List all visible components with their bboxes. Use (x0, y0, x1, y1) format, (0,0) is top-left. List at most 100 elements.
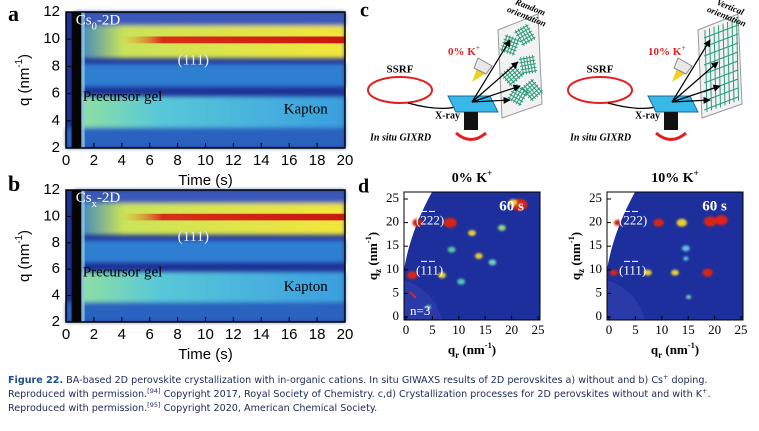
x-tick-label: 0 (62, 152, 70, 169)
x-axis-label: qr (nm-1) (448, 340, 496, 360)
y-axis-label: q (nm-1) (14, 230, 33, 282)
spot (703, 216, 717, 227)
x-tick-label: 10 (197, 152, 214, 169)
y-axis-label-part: q (nm (16, 68, 33, 106)
domain-line (522, 25, 533, 42)
domain-line (499, 48, 516, 55)
y-tick-label: 10 (43, 30, 60, 47)
domain (518, 55, 538, 75)
x-tick-label: 5 (632, 322, 639, 337)
y-axis-label-part: (nm (365, 243, 380, 269)
domain-line (508, 73, 524, 86)
x-axis-label-part: q (651, 342, 659, 357)
caption-text: Copyright 2020, American Chemical Societ… (160, 403, 378, 414)
diffraction-arrow (671, 96, 711, 104)
spot (425, 305, 432, 310)
x-tick-label: 14 (253, 152, 270, 169)
x-tick-label: 5 (429, 322, 436, 337)
y-tick-label: 4 (52, 112, 60, 129)
domain-line (521, 36, 536, 46)
missing-wedge (404, 192, 432, 270)
x-tick-label: 18 (309, 152, 326, 169)
k-label-part: 10% K (648, 46, 682, 58)
domain-line (517, 30, 533, 40)
panel-label: b (8, 171, 20, 196)
x-tick-label: 6 (146, 326, 154, 343)
y-axis-label-part: -1 (14, 235, 25, 244)
domain-line (510, 90, 526, 100)
x-tick-label: 16 (281, 152, 298, 169)
gixrd-label: In situ GIXRD (369, 132, 431, 143)
heat-low (66, 302, 345, 322)
domain-line (703, 24, 739, 39)
domain-line (703, 42, 739, 57)
domain-line (528, 55, 534, 74)
diffraction-arrow (471, 84, 521, 103)
domain-line (515, 88, 526, 105)
domain-line (731, 20, 735, 103)
x-tick-label: 0 (62, 326, 70, 343)
plot-title-part: 10% K (651, 171, 694, 186)
y-axis-label-part: z (576, 269, 586, 273)
caption-sup: + (663, 372, 669, 381)
domain-line (527, 87, 541, 99)
x-axis-label-part: ) (492, 342, 496, 357)
x-tick-label: 14 (253, 326, 270, 343)
time-label: 60 s (702, 198, 727, 214)
spot (686, 294, 692, 299)
missing-wedge (607, 192, 635, 270)
plot-title: 0% K+ (452, 168, 493, 186)
sample-label-part: -2D (97, 13, 120, 29)
heatmap (66, 12, 346, 148)
domain-line (520, 63, 536, 67)
domain-line (727, 21, 730, 105)
x-axis-label-part: (nm (662, 342, 688, 357)
spot (412, 218, 423, 227)
k-label-part: + (681, 44, 685, 52)
spot (613, 219, 622, 226)
beamstop (404, 280, 442, 320)
kapton-label: Kapton (284, 279, 329, 295)
domain-line (519, 33, 534, 43)
y-tick-label: 5 (596, 284, 603, 299)
spot (714, 215, 728, 226)
plot-title-part: + (694, 168, 699, 178)
sample-label-part: -2D (97, 191, 120, 207)
x-tick-label: 16 (281, 326, 298, 343)
caption-ref: [94] (147, 386, 161, 395)
k-label: 0% K+ (448, 44, 480, 58)
x-tick-label: 8 (173, 326, 181, 343)
caption-lead: Figure 22. (8, 375, 64, 386)
y-axis-label-part: q (568, 272, 583, 280)
x-axis-label-part: -1 (485, 340, 492, 350)
y-axis-label-part: (nm (568, 243, 583, 269)
domain-line (520, 66, 537, 71)
sample-label-part: 0 (92, 21, 97, 32)
spot (447, 246, 456, 253)
x-axis-label: qr (nm-1) (651, 340, 699, 360)
rotation (655, 131, 687, 141)
diffraction-arrow (671, 84, 721, 103)
stage-base (464, 112, 478, 130)
sample-label-part: Cs (76, 191, 92, 207)
x-tick-label: 10 (452, 322, 465, 337)
n-arrow (409, 291, 417, 299)
x-axis-label-part: (nm (459, 342, 485, 357)
x-axis-label: Time (s) (178, 346, 232, 363)
x-axis-label-part: ) (695, 342, 699, 357)
y-axis-label-part: -1 (14, 59, 25, 68)
spot (683, 256, 689, 261)
k-label: 10% K+ (648, 44, 685, 58)
spot (609, 269, 618, 276)
diffraction-arrow (471, 61, 519, 103)
ssrf-label: SSRF (587, 64, 614, 76)
y-axis-label: qz (nm-1) (566, 232, 586, 280)
heat-kapton (79, 96, 345, 128)
y-axis-label: qz (nm-1) (363, 232, 383, 280)
caption-text: Copyright 2017, Royal Society of Chemist… (160, 389, 702, 400)
y-axis-label-part: q (nm (16, 244, 33, 282)
spot (681, 245, 690, 252)
domain-line (722, 23, 726, 106)
spot (438, 272, 446, 279)
